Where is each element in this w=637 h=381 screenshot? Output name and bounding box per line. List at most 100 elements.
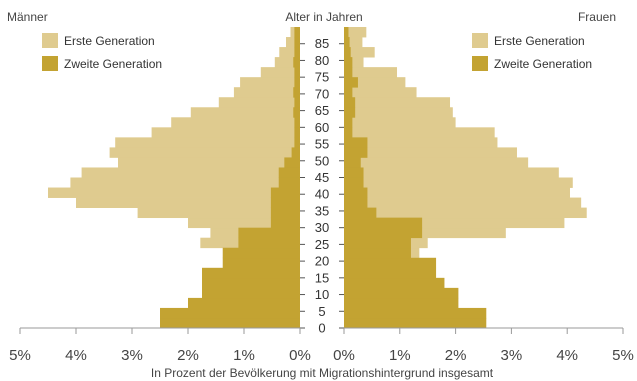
bar-right-second-gen-27-29 [344, 227, 423, 239]
bar-right-first-gen-66-68 [344, 97, 451, 108]
bar-right-second-gen-0-2 [344, 317, 487, 329]
bar-right-second-gen-15-17 [344, 267, 437, 279]
bar-right-first-gen-60-62 [344, 117, 456, 128]
bar-right-second-gen-3-5 [344, 307, 487, 319]
bar-right-second-gen-63-65 [344, 107, 356, 118]
bar-left-first-gen-39-41 [48, 187, 300, 198]
x-tick-label-right-5: 5% [612, 347, 634, 364]
bar-left-second-gen-45-47 [278, 167, 300, 178]
bar-right-first-gen-45-47 [344, 167, 559, 178]
age-tick-label-80: 80 [315, 53, 329, 68]
bar-left-first-gen-33-35 [137, 207, 300, 219]
legend-right-first-label: Erste Generation [494, 34, 585, 48]
bar-left-second-gen-24-26 [238, 237, 300, 249]
x-tick-label-left-1: 1% [233, 347, 255, 364]
bar-right-first-gen-33-35 [344, 207, 587, 219]
bar-right-second-gen-21-23 [344, 247, 411, 259]
bar-left-second-gen-78-80 [293, 57, 300, 68]
age-tick-label-60: 60 [315, 120, 329, 135]
bar-left-second-gen-6-8 [188, 297, 300, 309]
x-axis-title: In Prozent der Bevölkerung mit Migration… [151, 366, 494, 380]
bar-right-second-gen-84-86 [344, 37, 350, 48]
bar-left-second-gen-84-86 [294, 37, 300, 48]
bar-right-second-gen-57-59 [344, 127, 353, 138]
bar-right-second-gen-18-20 [344, 257, 437, 269]
bar-right-first-gen-39-41 [344, 187, 570, 198]
bar-right-first-gen-81-83 [344, 47, 375, 58]
bar-left-first-gen-54-56 [115, 137, 300, 148]
bar-left-first-gen-84-86 [286, 37, 300, 48]
bar-right-first-gen-48-50 [344, 157, 529, 168]
age-tick-label-75: 75 [315, 70, 329, 85]
bar-left-first-gen-36-38 [76, 197, 300, 208]
bar-right-second-gen-12-14 [344, 277, 445, 289]
age-tick-label-50: 50 [315, 153, 329, 168]
x-tick-label-right-1: 1% [389, 347, 411, 364]
bar-left-second-gen-30-32 [270, 217, 300, 229]
bar-left-first-gen-63-65 [190, 107, 300, 118]
x-tick-label-left-2: 2% [177, 347, 199, 364]
bar-right-first-gen-72-74 [344, 77, 406, 88]
bar-right-second-gen-24-26 [344, 237, 411, 249]
bar-left-second-gen-87-89 [294, 27, 300, 38]
bar-left-first-gen-45-47 [81, 167, 300, 178]
legend-right-second-label: Zweite Generation [494, 57, 592, 71]
bar-right-second-gen-9-11 [344, 287, 459, 299]
bar-left-second-gen-0-2 [160, 317, 300, 329]
bar-right-second-gen-36-38 [344, 197, 368, 208]
bar-left-first-gen-48-50 [118, 157, 300, 168]
bar-left-first-gen-81-83 [279, 47, 300, 58]
bar-left-first-gen-66-68 [218, 97, 300, 108]
x-tick-label-right-3: 3% [501, 347, 523, 364]
age-tick-label-0: 0 [318, 321, 325, 336]
age-tick-label-45: 45 [315, 170, 329, 185]
bar-right-second-gen-42-44 [344, 177, 364, 188]
x-tick-label-right-4: 4% [556, 347, 578, 364]
age-tick-label-65: 65 [315, 103, 329, 118]
bar-left-second-gen-69-71 [293, 87, 300, 98]
bar-right-second-gen-48-50 [344, 157, 361, 168]
bar-left-second-gen-60-62 [294, 117, 300, 128]
x-tick-label-left-5: 5% [9, 347, 31, 364]
bar-right-second-gen-87-89 [344, 27, 349, 38]
age-tick-label-40: 40 [315, 187, 329, 202]
legend-left: Erste Generation Zweite Generation [42, 33, 162, 71]
bar-right-first-gen-51-53 [344, 147, 517, 158]
bar-right-first-gen-84-86 [344, 37, 363, 48]
bar-left-first-gen-75-77 [260, 67, 300, 78]
bar-left-second-gen-48-50 [284, 157, 300, 168]
legend-right-second-swatch [472, 56, 488, 71]
age-tick-label-55: 55 [315, 137, 329, 152]
bar-left-first-gen-72-74 [240, 77, 300, 88]
bar-left-first-gen-30-32 [188, 217, 300, 229]
x-tick-label-left-4: 4% [65, 347, 87, 364]
bar-left-second-gen-33-35 [270, 207, 300, 219]
legend-left-second-swatch [42, 56, 58, 71]
bar-left-first-gen-57-59 [151, 127, 300, 138]
legend-left-second-label: Zweite Generation [64, 57, 162, 71]
x-tick-label-left-0: 0% [289, 347, 311, 364]
bar-left-second-gen-66-68 [294, 97, 300, 108]
age-tick-label-25: 25 [315, 237, 329, 252]
x-axis-right: 0% 1% 2% 3% 4% 5% [333, 328, 634, 364]
bar-right-first-gen-87-89 [344, 27, 367, 38]
bar-left-second-gen-12-14 [202, 277, 300, 289]
bar-left-second-gen-57-59 [294, 127, 300, 138]
bar-right-second-gen-72-74 [344, 77, 358, 88]
bar-left-second-gen-27-29 [238, 227, 300, 239]
bar-right-first-gen-42-44 [344, 177, 573, 188]
bar-left-second-gen-54-56 [294, 137, 300, 148]
bar-right-first-gen-36-38 [344, 197, 582, 208]
left-bars [48, 27, 301, 329]
x-tick-label-left-3: 3% [121, 347, 143, 364]
age-tick-label-70: 70 [315, 86, 329, 101]
bar-left-second-gen-42-44 [278, 177, 300, 188]
legend-left-first-label: Erste Generation [64, 34, 155, 48]
bar-right-first-gen-69-71 [344, 87, 417, 98]
bar-right-second-gen-69-71 [344, 87, 353, 98]
bar-left-second-gen-63-65 [293, 107, 300, 118]
chart-title: Alter in Jahren [285, 10, 362, 24]
bar-left-second-gen-75-77 [294, 67, 300, 78]
